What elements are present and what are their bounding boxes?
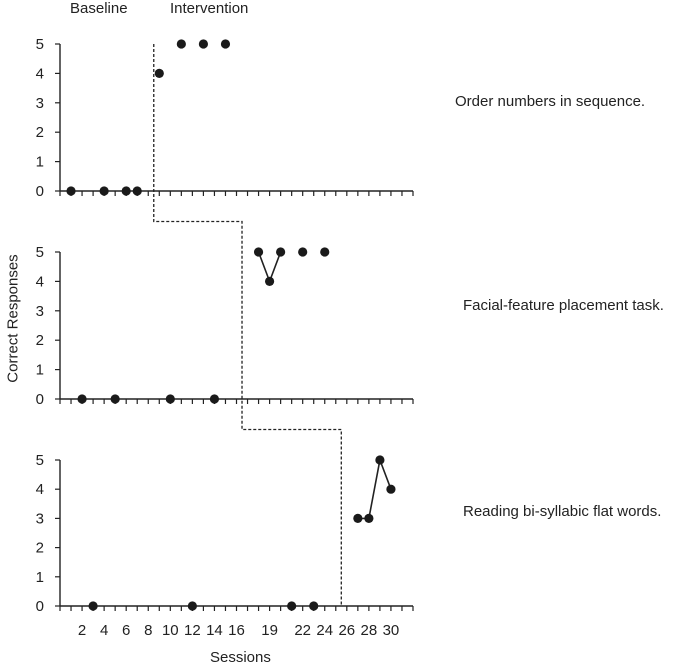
data-point (375, 455, 385, 465)
x-tick-label: 26 (338, 622, 355, 639)
data-point (209, 394, 220, 404)
y-tick-label: 4 (36, 481, 44, 498)
data-point (66, 186, 76, 196)
y-tick-label: 5 (36, 244, 44, 261)
intervention-series-panel-2 (253, 247, 330, 286)
panel-label-reading: Reading bi-syllabic flat words. (463, 503, 662, 520)
y-tick-label: 1 (36, 362, 44, 379)
x-tick-label: 19 (261, 622, 278, 639)
x-tick-label: 2 (78, 622, 86, 639)
data-point (364, 513, 374, 524)
y-tick-label: 2 (36, 332, 44, 349)
x-tick-label: 22 (294, 622, 311, 639)
y-tick-label: 5 (36, 36, 44, 53)
y-tick-label: 4 (36, 273, 44, 290)
data-point (309, 601, 319, 611)
panel-axes-2: 0 1 2 3 4 5 (36, 244, 414, 408)
data-point (121, 186, 131, 196)
y-tick-label: 3 (36, 510, 44, 527)
phase-label-intervention: Intervention (170, 0, 249, 17)
series-line (357, 457, 392, 520)
panel-label-order-numbers: Order numbers in sequence. (455, 93, 646, 110)
data-point (77, 394, 87, 404)
y-tick-label: 0 (36, 598, 44, 615)
data-point (298, 247, 308, 257)
data-point (253, 247, 264, 257)
y-tick-label: 2 (36, 540, 44, 557)
x-tick-label: 30 (383, 622, 400, 639)
baseline-series-panel-3 (88, 601, 319, 611)
y-tick-label: 1 (36, 569, 44, 586)
intervention-series-panel-3 (353, 455, 396, 524)
data-point (198, 39, 209, 49)
x-tick-label: 6 (122, 622, 130, 639)
data-point (187, 601, 197, 611)
y-tick-label: 3 (36, 95, 44, 112)
y-tick-label: 5 (36, 452, 44, 469)
data-point (276, 247, 286, 257)
data-point (99, 186, 109, 196)
x-tick-label: 16 (228, 622, 245, 639)
data-point (320, 247, 330, 257)
data-point (132, 186, 142, 196)
data-point (220, 39, 231, 49)
phase-change-dashed-line (153, 44, 342, 606)
data-point (165, 394, 175, 404)
data-point (264, 276, 275, 286)
y-axis-label: Correct Responses (4, 254, 22, 383)
y-tick-label: 1 (36, 154, 44, 171)
y-tick-label: 0 (36, 391, 44, 408)
x-axis-label: Sessions (210, 649, 271, 666)
phase-label-baseline: Baseline (70, 0, 128, 17)
y-tick-label: 0 (36, 183, 44, 200)
y-tick-label: 4 (36, 65, 44, 82)
phase-change-line (153, 44, 342, 606)
x-tick-label: 24 (316, 622, 333, 639)
panel-axes-1: 0 1 2 3 4 5 (36, 36, 414, 200)
x-tick-label: 4 (100, 622, 108, 639)
data-point (353, 513, 363, 524)
x-tick-label: 12 (184, 622, 201, 639)
data-point (110, 394, 120, 404)
panel-axes-3: 0 1 2 3 4 5 (36, 452, 414, 615)
baseline-series-panel-1 (66, 186, 142, 196)
x-tick-label: 14 (206, 622, 223, 639)
series-layer (66, 39, 396, 611)
baseline-series-panel-2 (77, 394, 220, 404)
data-point (176, 39, 186, 49)
data-point (287, 601, 297, 611)
panel-label-facial-feature: Facial-feature placement task. (463, 297, 664, 314)
y-tick-label: 2 (36, 124, 44, 141)
data-point (386, 484, 396, 494)
intervention-series-panel-1 (154, 39, 231, 78)
data-point (88, 601, 98, 611)
y-tick-label: 3 (36, 303, 44, 320)
x-tick-label: 10 (162, 622, 179, 639)
data-point (154, 68, 164, 78)
x-tick-label: 8 (144, 622, 152, 639)
x-tick-label: 28 (361, 622, 378, 639)
